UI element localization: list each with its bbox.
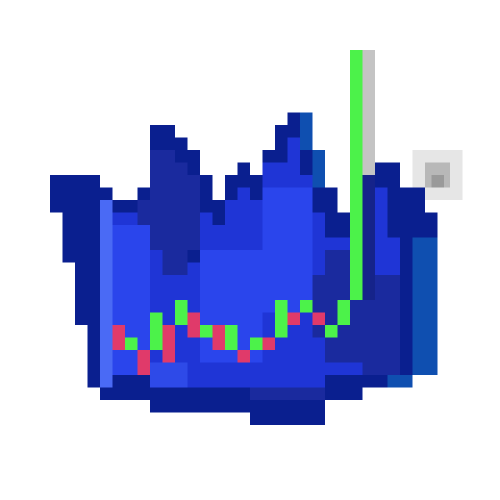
gray-stick bbox=[362, 50, 375, 175]
red-pixel bbox=[137, 350, 150, 375]
highlight bbox=[262, 187, 313, 313]
glow bbox=[431, 175, 444, 188]
green-pixel bbox=[275, 300, 288, 338]
stick-shadow bbox=[362, 175, 375, 300]
green-pixel bbox=[150, 312, 163, 350]
spike-shadow bbox=[137, 150, 200, 275]
green-pixel bbox=[250, 337, 263, 350]
green-pixel bbox=[175, 300, 188, 325]
zigzag bbox=[112, 300, 350, 375]
red-pixel bbox=[262, 337, 275, 350]
highlight bbox=[150, 362, 188, 388]
green-pixel bbox=[325, 325, 338, 338]
green-pixel bbox=[300, 300, 313, 313]
red-pixel bbox=[212, 325, 225, 350]
green-pixel bbox=[125, 337, 138, 350]
green-pixel bbox=[225, 325, 238, 350]
red-pixel bbox=[237, 350, 250, 363]
red-pixel bbox=[187, 312, 200, 338]
red-pixel bbox=[312, 312, 325, 325]
green-stick bbox=[350, 50, 363, 300]
red-pixel bbox=[287, 312, 300, 325]
red-pixel bbox=[162, 325, 175, 363]
rim-edge bbox=[312, 150, 325, 188]
band bbox=[250, 387, 325, 400]
rim-edge bbox=[412, 237, 438, 375]
rim-edge bbox=[387, 375, 413, 388]
green-pixel bbox=[200, 325, 213, 338]
rim-edge bbox=[300, 112, 313, 150]
red-pixel bbox=[112, 325, 125, 350]
left-highlight bbox=[100, 200, 113, 388]
green-pixel bbox=[337, 300, 350, 325]
